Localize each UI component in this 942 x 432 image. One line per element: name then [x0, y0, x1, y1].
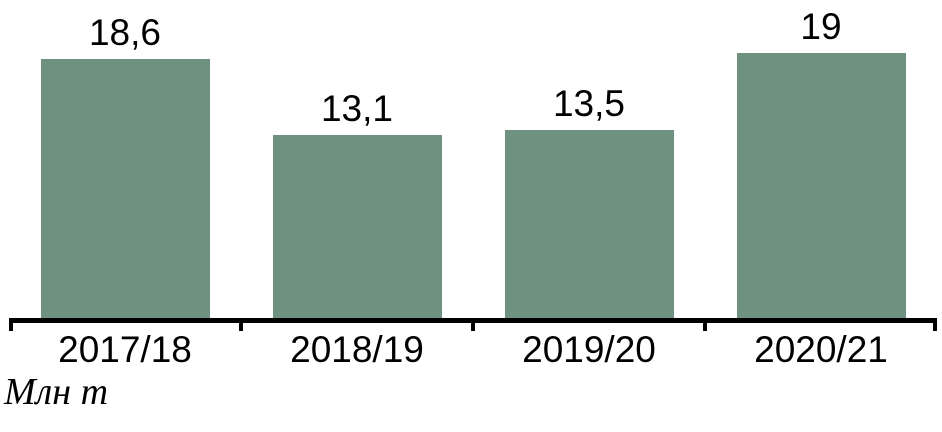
plot-area: 18,6 13,1 13,5 19 [9, 0, 937, 318]
x-axis-tick-label: 2019/20 [522, 329, 656, 370]
unit-label: Млн т [4, 371, 109, 413]
bar [273, 135, 442, 318]
axis-tick [239, 318, 243, 331]
bar-value-label: 18,6 [88, 12, 161, 53]
bar-value-label: 13,5 [552, 83, 625, 124]
bar-value-label: 19 [800, 6, 842, 47]
axis-tick [471, 318, 475, 331]
x-axis-tick-label: 2017/18 [58, 329, 192, 370]
axis-tick [933, 318, 937, 331]
bar [41, 59, 210, 318]
axis-tick [703, 318, 707, 331]
x-axis-line [9, 318, 937, 331]
x-axis-tick-label: 2018/19 [290, 329, 424, 370]
bar [505, 130, 674, 318]
x-axis-tick-label: 2020/21 [754, 329, 888, 370]
bar [737, 53, 906, 318]
category-labels: 2017/18 2018/19 2019/20 2020/21 [9, 329, 937, 372]
bar-value-label: 13,1 [320, 88, 393, 129]
axis-tick [9, 318, 13, 331]
